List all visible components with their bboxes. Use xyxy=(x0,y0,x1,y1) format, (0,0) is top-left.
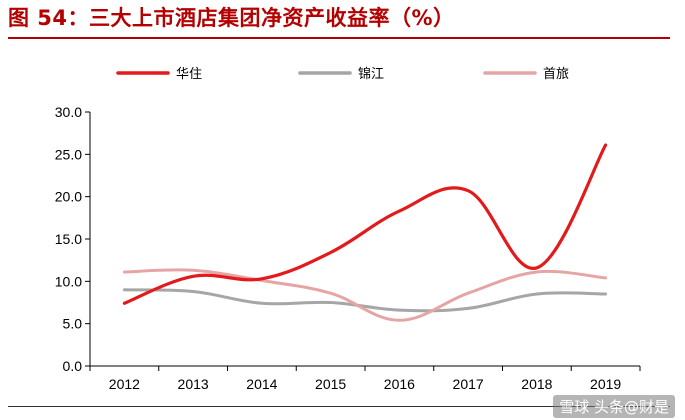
x-tick-label: 2016 xyxy=(384,376,415,392)
y-tick-label: 30.0 xyxy=(55,104,82,120)
y-tick-label: 15.0 xyxy=(55,231,82,247)
y-tick-label: 5.0 xyxy=(63,316,83,332)
y-tick-label: 20.0 xyxy=(55,189,82,205)
title-rule xyxy=(8,37,670,39)
x-tick-label: 2015 xyxy=(315,376,346,392)
x-tick-label: 2013 xyxy=(178,376,209,392)
watermark: 雪球 头条@财是 xyxy=(553,395,675,418)
x-tick-label: 2014 xyxy=(246,376,277,392)
series-lines xyxy=(122,143,608,322)
legend-label-2: 首旅 xyxy=(543,67,569,82)
legend-label-0: 华住 xyxy=(176,67,202,82)
chart-title: 图 54：三大上市酒店集团净资产收益率（%） xyxy=(8,6,455,30)
series-line-0 xyxy=(122,143,608,305)
series-line-2 xyxy=(122,268,608,322)
series-line-1 xyxy=(122,288,608,313)
x-tick-label: 2018 xyxy=(521,376,552,392)
x-tick-label: 2012 xyxy=(109,376,140,392)
y-tick-label: 10.0 xyxy=(55,273,82,289)
y-tick-label: 0.0 xyxy=(63,358,83,374)
legend: 华住 锦江 首旅 xyxy=(116,67,569,82)
legend-label-1: 锦江 xyxy=(358,67,384,82)
axes: 0.0 5.0 10.0 15.0 20.0 25.0 30.0 2012 2013 2014 20… xyxy=(55,104,641,392)
y-tick-label: 25.0 xyxy=(55,146,82,162)
x-tick-label: 2017 xyxy=(453,376,484,392)
x-tick-label: 2019 xyxy=(590,376,621,392)
bottom-rule xyxy=(8,406,670,407)
